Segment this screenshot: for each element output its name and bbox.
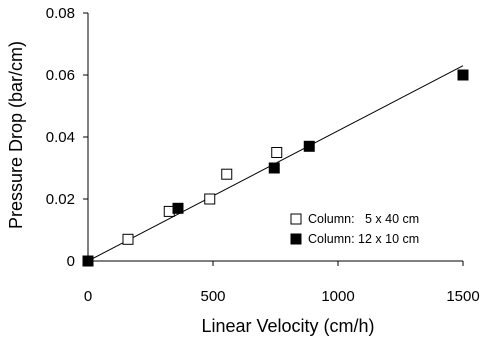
x-axis-title: Linear Velocity (cm/h) <box>201 316 374 336</box>
data-point-5x40 <box>271 147 283 158</box>
data-point-12x10 <box>82 255 94 267</box>
y-tick-label: 0.08 <box>46 5 75 22</box>
data-point-5x40 <box>204 193 216 205</box>
legend-label-series-1: Column: 5 x 40 cm <box>308 212 419 226</box>
x-tick-label: 1000 <box>321 288 354 305</box>
legend-marker-filled-square <box>290 233 302 245</box>
x-tick-label: 1500 <box>446 288 479 305</box>
y-tick-label: 0.04 <box>46 129 75 146</box>
legend: Column: 5 x 40 cm Column: 12 x 10 cm <box>290 212 419 246</box>
data-point-5x40 <box>122 233 134 245</box>
data-point-12x10 <box>172 202 184 214</box>
x-tick-label: 500 <box>200 288 225 305</box>
y-axis-title: Pressure Drop (bar/cm) <box>6 41 26 229</box>
data-point-12x10 <box>303 140 315 152</box>
data-point-5x40 <box>221 168 233 180</box>
data-point-12x10 <box>268 162 280 174</box>
legend-marker-open-square <box>290 213 302 225</box>
y-tick-label: 0 <box>67 253 75 270</box>
y-tick-label: 0.06 <box>46 67 75 84</box>
x-tick-label: 0 <box>84 288 92 305</box>
legend-label-series-2: Column: 12 x 10 cm <box>308 232 419 246</box>
tick-labels: 0 0.02 0.04 0.06 0.08 0 500 1000 1500 <box>46 5 480 305</box>
y-tick-label: 0.02 <box>46 191 75 208</box>
data-point-12x10 <box>457 69 469 81</box>
data-points <box>82 69 469 267</box>
tick-marks <box>83 12 464 266</box>
